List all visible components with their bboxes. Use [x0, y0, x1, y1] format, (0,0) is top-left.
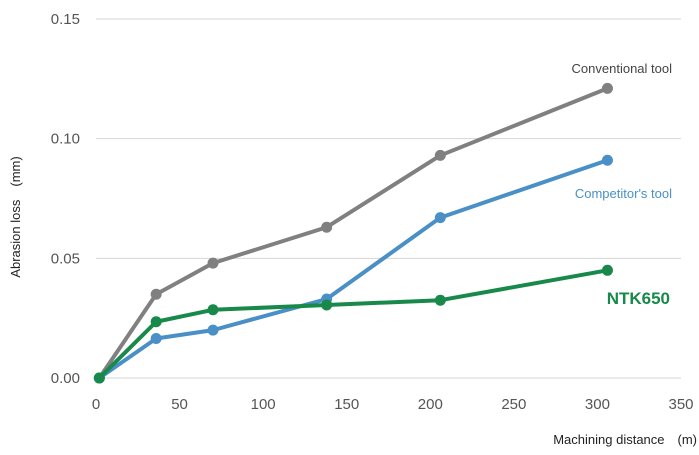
x-tick-label: 350 — [668, 396, 693, 413]
data-point — [207, 304, 219, 316]
data-point — [434, 212, 446, 224]
data-point — [601, 82, 613, 94]
y-tick-label: 0.10 — [51, 131, 80, 148]
x-tick-label: 50 — [171, 396, 188, 413]
series-line-1 — [97, 158, 610, 380]
data-point — [93, 372, 105, 384]
data-point — [321, 299, 333, 311]
x-tick-label: 0 — [92, 396, 100, 413]
x-tick-labels: 0 50 100 150 200 250 300 350 — [92, 396, 694, 413]
y-tick-label: 0.05 — [51, 250, 80, 267]
data-point — [207, 324, 219, 336]
data-point — [601, 264, 613, 276]
x-tick-label: 250 — [501, 396, 526, 413]
series-lines — [93, 82, 613, 384]
data-point — [150, 316, 162, 328]
series-labels: Conventional tool Competitor's tool NTK650 — [572, 61, 673, 308]
data-point — [434, 149, 446, 161]
series-label: Competitor's tool — [575, 186, 672, 201]
data-point — [150, 333, 162, 345]
data-point — [321, 221, 333, 233]
x-tick-label: 200 — [418, 396, 443, 413]
grid-lines — [96, 18, 681, 379]
x-axis-label: Machining distance (m) — [553, 432, 697, 447]
series-label: Conventional tool — [572, 61, 673, 76]
series-line-0 — [97, 86, 610, 380]
data-point — [207, 257, 219, 269]
y-tick-label: 0.00 — [51, 370, 80, 387]
series-label: NTK650 — [607, 289, 670, 308]
y-axis-label: Abrasion loss (mm) — [8, 156, 23, 277]
x-tick-label: 150 — [334, 396, 359, 413]
data-point — [601, 154, 613, 166]
x-tick-label: 100 — [251, 396, 276, 413]
y-tick-labels: 0.00 0.05 0.10 0.15 — [51, 11, 80, 387]
data-point — [434, 294, 446, 306]
x-tick-label: 300 — [585, 396, 610, 413]
data-point — [150, 288, 162, 300]
y-tick-label: 0.15 — [51, 11, 80, 28]
series-line-2 — [97, 268, 610, 380]
